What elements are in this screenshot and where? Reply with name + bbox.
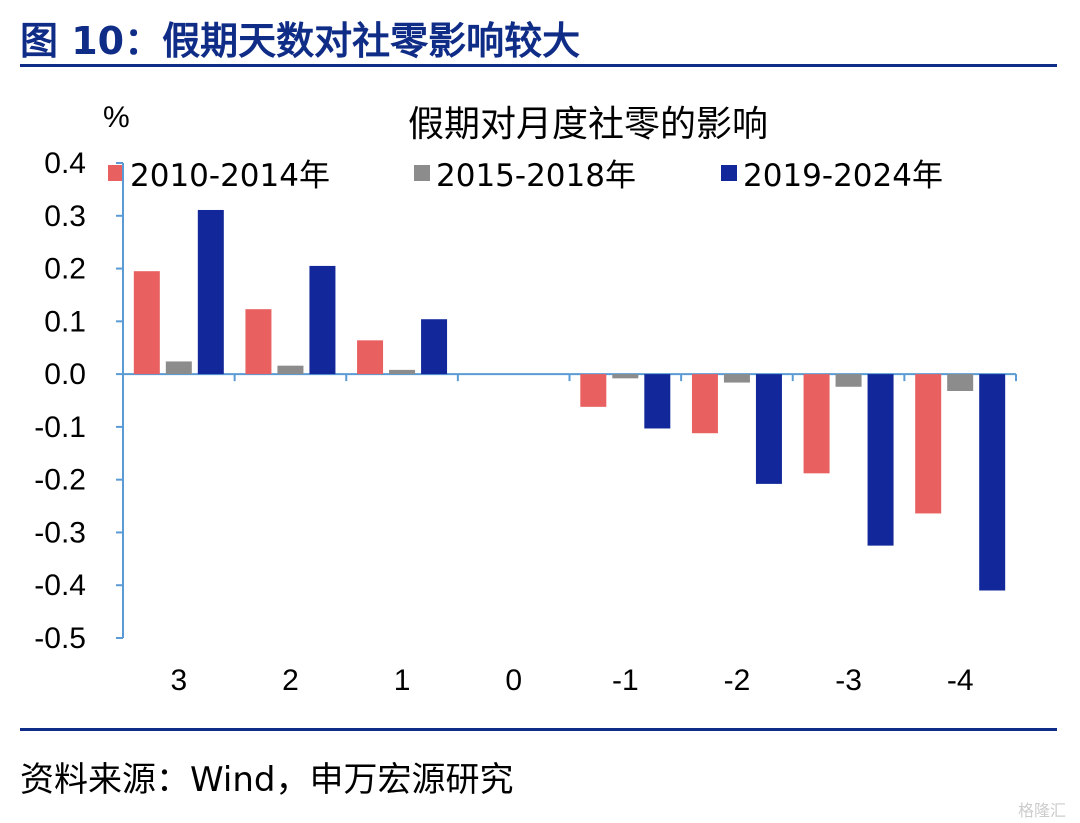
x-tick-label: 3 <box>170 664 187 697</box>
bar <box>309 265 336 375</box>
legend-label: 2019-2024年 <box>743 158 943 194</box>
bar <box>835 374 862 387</box>
bar <box>612 374 639 379</box>
source-note: 资料来源：Wind，申万宏源研究 <box>20 760 514 800</box>
bar-chart: 假期对月度社零的影响 % 2010-2014年 2015-2018年 2019-20… <box>34 101 1017 697</box>
bar <box>755 374 782 484</box>
x-tick-label: 1 <box>394 664 411 697</box>
y-tick-label: -0.3 <box>34 516 86 549</box>
bar <box>357 340 384 375</box>
figure-title: 图 10：假期天数对社零影响较大 <box>20 19 581 63</box>
bar <box>947 374 974 391</box>
x-tick-label: 0 <box>505 664 522 697</box>
legend-swatch <box>721 165 737 181</box>
bar <box>691 374 718 434</box>
y-tick-label: 0.2 <box>44 253 86 286</box>
bar <box>165 361 192 375</box>
bar <box>421 319 448 375</box>
y-axis-label: % <box>103 101 130 134</box>
legend-label: 2015-2018年 <box>436 158 636 194</box>
y-tick-label: -0.4 <box>34 569 86 602</box>
bar <box>389 369 416 375</box>
legend-swatch <box>108 165 124 181</box>
x-tick-label: -4 <box>947 664 974 697</box>
top-rule <box>20 64 1057 67</box>
x-axis: 3 2 1 0 -1 -2 -3 -4 <box>122 373 1017 697</box>
bar <box>197 209 224 375</box>
bar <box>644 374 671 429</box>
bar <box>803 374 830 474</box>
x-tick-label: -1 <box>612 664 639 697</box>
y-axis: 0.4 0.3 0.2 0.1 0.0 -0.1 -0.2 -0.3 -0.4 -0.5 <box>34 147 124 655</box>
bar <box>245 309 272 375</box>
legend-label: 2010-2014年 <box>130 158 330 194</box>
bar <box>133 271 160 375</box>
bar <box>979 374 1006 591</box>
x-tick-label: 2 <box>282 664 299 697</box>
bar <box>277 365 304 375</box>
bar <box>723 374 750 383</box>
y-tick-label: -0.1 <box>34 411 86 444</box>
y-tick-label: 0.0 <box>44 358 86 391</box>
y-tick-label: 0.3 <box>44 200 86 233</box>
bar <box>580 374 607 407</box>
legend-swatch <box>414 165 430 181</box>
bar <box>915 374 942 514</box>
watermark: 格隆汇 <box>1017 801 1066 820</box>
y-tick-label: -0.2 <box>34 464 86 497</box>
x-tick-label: -2 <box>724 664 751 697</box>
x-tick-label: -3 <box>835 664 862 697</box>
chart-title: 假期对月度社零的影响 <box>408 104 768 145</box>
y-tick-label: -0.5 <box>34 622 86 655</box>
y-tick-label: 0.4 <box>44 147 86 180</box>
legend: 2010-2014年 2015-2018年 2019-2024年 <box>108 158 943 194</box>
bottom-rule <box>20 728 1057 731</box>
bars <box>133 209 1006 591</box>
bar <box>867 374 894 546</box>
y-tick-label: 0.1 <box>44 305 86 338</box>
